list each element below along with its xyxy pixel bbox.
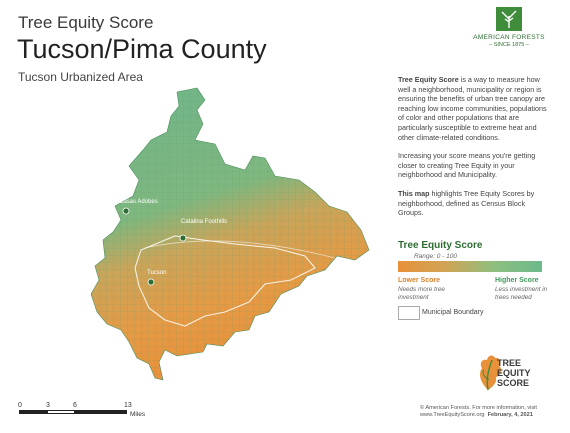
scale-segment xyxy=(75,410,127,414)
place-marker-tucson: Tucson xyxy=(147,270,166,286)
scale-segment xyxy=(19,410,47,414)
page-title: Tucson/Pima County xyxy=(17,34,267,64)
place-marker-casas-adobes: Casas Adobes xyxy=(119,199,158,215)
svg-text:Catalina Foothills: Catalina Foothills xyxy=(181,219,227,225)
tree-equity-map: Casas Adobes Catalina Foothills Tucson xyxy=(90,87,370,381)
legend-low-label: Lower Score xyxy=(398,277,441,284)
scale-unit: Miles xyxy=(130,411,146,418)
oak-leaf-icon xyxy=(480,355,502,391)
legend-low-sub: Needs more tree investment xyxy=(398,286,445,301)
credit: © American Forests. For more information… xyxy=(420,405,537,418)
scale-segment xyxy=(47,410,75,414)
description-p1: Tree Equity Score is a way to measure ho… xyxy=(398,75,547,142)
scale-bar: 0 3 6 13 Miles xyxy=(18,402,158,424)
boundary-swatch xyxy=(398,306,420,320)
svg-text:Casas Adobes: Casas Adobes xyxy=(119,199,158,205)
place-marker-catalina-foothills: Catalina Foothills xyxy=(179,219,227,242)
org-name: AMERICAN FORESTS xyxy=(473,34,545,41)
map-pretitle: Tree Equity Score xyxy=(18,13,154,32)
svg-text:Tucson: Tucson xyxy=(147,270,166,276)
scale-tick-6: 6 xyxy=(73,402,77,409)
tree-equity-score-logo xyxy=(480,355,502,391)
map-subtitle: Tucson Urbanized Area xyxy=(18,70,143,84)
legend-range: Range: 0 - 100 xyxy=(414,253,458,260)
legend-high-sub: Less investment in trees needed xyxy=(495,286,548,301)
org-since: – SINCE 1875 – xyxy=(489,42,529,48)
scale-tick-0: 0 xyxy=(18,402,22,409)
legend-title: Tree Equity Score xyxy=(398,240,483,251)
scale-tick-13: 13 xyxy=(124,402,132,409)
american-forests-logo: AMERICAN FORESTS – SINCE 1875 – xyxy=(468,7,550,53)
description-p2: Increasing your score means you're getti… xyxy=(398,151,536,180)
description: Tree Equity Score is a way to measure ho… xyxy=(398,75,548,227)
scale-tick-3: 3 xyxy=(46,402,50,409)
legend-color-bar xyxy=(398,261,542,272)
tree-icon xyxy=(496,7,522,31)
municipal-boundary xyxy=(134,235,316,327)
tree-equity-score-wordmark: TREE EQUITY SCORE xyxy=(497,358,531,388)
description-p3: This map highlights Tree Equity Scores b… xyxy=(398,188,535,218)
legend-high-label: Higher Score xyxy=(495,277,539,284)
boundary-label: Municipal Boundary xyxy=(422,309,484,316)
